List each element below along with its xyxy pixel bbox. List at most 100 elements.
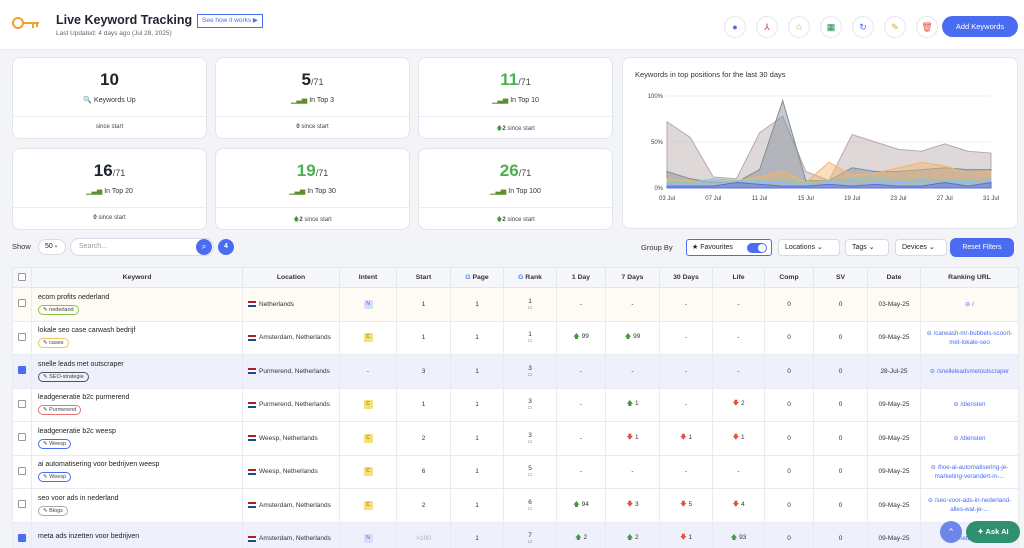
- cell-ranking-url[interactable]: ⊖ /hoe-ai-automatisering-je-marketing-ve…: [920, 454, 1019, 489]
- stat-label: In Top 100: [508, 188, 541, 195]
- stat-value: 26/71: [499, 161, 532, 180]
- refresh-icon[interactable]: ↻: [852, 16, 874, 38]
- col-page[interactable]: G Page: [450, 267, 504, 288]
- intent-badge: N: [363, 299, 373, 309]
- cell-ranking-url[interactable]: ⊖ /diensten: [920, 421, 1019, 456]
- cell-intent: N: [339, 521, 397, 548]
- col-rank[interactable]: G Rank: [503, 267, 557, 288]
- ranking-url-link[interactable]: ⊖ /diensten: [953, 434, 986, 442]
- keyword-tag[interactable]: ✎ SEO-strategie: [38, 371, 89, 382]
- keyword-tag[interactable]: ✎ Weesp: [38, 472, 72, 483]
- cell-ranking-url[interactable]: ⊖ /carwash-mr-bubbels-scoort-met-lokale-…: [920, 320, 1019, 355]
- favourites-toggle[interactable]: ★ Favourites: [686, 239, 772, 256]
- cell-rank: 6 ▭: [503, 488, 557, 523]
- series-area: [666, 98, 992, 189]
- col-sv[interactable]: SV: [813, 267, 868, 288]
- trash-icon[interactable]: 🗑: [916, 16, 938, 38]
- keyword-tag[interactable]: ✎ cases: [38, 338, 69, 349]
- keyword-tag[interactable]: ✎ Purmerend: [38, 405, 82, 416]
- table-row[interactable]: ecom profits nederland ✎ nederland Netherl…: [12, 287, 1019, 322]
- table-row[interactable]: snelle leads met outscraper ✎ SEO-strateg…: [12, 354, 1019, 389]
- locations-dropdown[interactable]: Locations ⌄: [778, 239, 840, 256]
- excel-icon[interactable]: ▦: [820, 16, 842, 38]
- add-keywords-button[interactable]: Add Keywords: [942, 16, 1018, 37]
- col-7days[interactable]: 7 Days: [605, 267, 660, 288]
- cell-ranking-url[interactable]: ⊖ /diensten: [920, 387, 1019, 422]
- table-row[interactable]: ai automatisering voor bedrijven weesp ✎ …: [12, 454, 1019, 489]
- row-checkbox[interactable]: [18, 433, 26, 442]
- keyword-tag[interactable]: ✎ Blogs: [38, 505, 68, 516]
- col-date[interactable]: Date: [867, 267, 921, 288]
- ranking-url-link[interactable]: ⊖ /diensten: [953, 401, 986, 409]
- cell-d1: -: [556, 287, 606, 322]
- row-checkbox[interactable]: [18, 299, 26, 308]
- cell-date: 09-May-25: [867, 320, 921, 355]
- cell-page: 1: [450, 488, 504, 523]
- pdf-icon[interactable]: ⅄: [756, 16, 778, 38]
- row-checkbox[interactable]: [18, 533, 26, 542]
- col-comp[interactable]: Comp: [764, 267, 814, 288]
- tag-icon[interactable]: ●: [724, 16, 746, 38]
- devices-dropdown[interactable]: Devices ⌄: [895, 239, 947, 256]
- col-keyword[interactable]: Keyword: [31, 267, 243, 288]
- flag-nl-icon: [248, 401, 256, 408]
- col-intent[interactable]: Intent: [339, 267, 397, 288]
- cell-ranking-url[interactable]: ⊖ /seo-voor-ads-in-nederland-alles-wat-j…: [920, 488, 1019, 523]
- cell-ranking-url[interactable]: ⊖ /snelleleadsmetoutscraper: [920, 354, 1019, 389]
- row-checkbox[interactable]: [18, 399, 26, 408]
- cell-d30: 🡇 1: [659, 421, 713, 456]
- x-tick-label: 11 Jul: [752, 196, 768, 202]
- cell-start: 2: [396, 488, 451, 523]
- search-icon[interactable]: ⌕: [196, 239, 212, 255]
- col-life[interactable]: Life: [712, 267, 765, 288]
- table-row[interactable]: meta ads inzetten voor bedrijven Amsterda…: [12, 521, 1019, 548]
- desktop-icon: ▭: [527, 505, 533, 512]
- table-row[interactable]: leadgeneratie b2c weesp ✎ Weesp Weesp, Net…: [12, 421, 1019, 456]
- col-1day[interactable]: 1 Day: [556, 267, 606, 288]
- ask-ai-button[interactable]: ✦ Ask AI: [966, 521, 1020, 543]
- show-label: Show: [12, 242, 31, 251]
- tags-dropdown[interactable]: Tags ⌄: [845, 239, 889, 256]
- toggle-switch[interactable]: [747, 243, 767, 253]
- stat-since: 0 since start: [93, 215, 126, 221]
- table-row[interactable]: lokale seo case carwash bedrijf ✎ cases Am…: [12, 320, 1019, 355]
- ranking-url-link[interactable]: ⊖ /carwash-mr-bubbels-scoort-met-lokale-…: [926, 329, 1013, 346]
- cell-date: 09-May-25: [867, 421, 921, 456]
- row-checkbox[interactable]: [18, 366, 26, 375]
- search-input[interactable]: Search...: [70, 238, 214, 256]
- link-icon: ⊖: [929, 367, 936, 375]
- star-icon[interactable]: ☆: [788, 16, 810, 38]
- row-checkbox[interactable]: [18, 466, 26, 475]
- cell-comp: 0: [764, 454, 814, 489]
- how-it-works-button[interactable]: See how it works ▶: [197, 14, 263, 28]
- scroll-top-button[interactable]: ⌃: [940, 521, 962, 543]
- table-row[interactable]: seo voor ads in nederland ✎ Blogs Amsterda…: [12, 488, 1019, 523]
- col-30days[interactable]: 30 Days: [659, 267, 713, 288]
- table-row[interactable]: leadgeneratie b2c purmerend ✎ Purmerend Pu…: [12, 387, 1019, 422]
- ranking-url-link[interactable]: ⊖ /hoe-ai-automatisering-je-marketing-ve…: [930, 463, 1009, 480]
- cell-rank: 3 ▭: [503, 354, 557, 389]
- keyword-tag[interactable]: ✎ Weesp: [38, 438, 72, 449]
- cell-location: Weesp, Netherlands: [242, 421, 340, 456]
- ranking-url-link[interactable]: ⊖ /snelleleadsmetoutscraper: [929, 367, 1010, 375]
- ranking-url-link[interactable]: ⊖ /seo-voor-ads-in-nederland-alles-wat-j…: [927, 497, 1012, 514]
- cell-date: 09-May-25: [867, 387, 921, 422]
- col-ranking-url[interactable]: Ranking URL: [920, 267, 1019, 288]
- page-size-select[interactable]: 50 ▾: [38, 239, 66, 255]
- col-location[interactable]: Location: [242, 267, 340, 288]
- select-all-checkbox[interactable]: [18, 272, 26, 281]
- arrow-down-icon: 🡇: [679, 433, 687, 441]
- ranking-url-link[interactable]: ⊖ /: [965, 300, 974, 308]
- col-start[interactable]: Start: [396, 267, 451, 288]
- row-checkbox[interactable]: [18, 332, 26, 341]
- flag-nl-icon: [248, 468, 256, 475]
- reset-filters-button[interactable]: Reset Filters: [950, 238, 1014, 257]
- cell-life: 🡇 1: [712, 421, 765, 456]
- edit-icon[interactable]: ✎: [884, 16, 906, 38]
- intent-badge: C: [363, 400, 373, 410]
- search-icon: 🔍: [83, 97, 93, 104]
- row-checkbox[interactable]: [18, 500, 26, 509]
- keyword-tag[interactable]: ✎ nederland: [38, 304, 79, 315]
- arrow-up-icon: 🡅: [574, 534, 582, 542]
- cell-ranking-url[interactable]: ⊖ /: [920, 287, 1019, 322]
